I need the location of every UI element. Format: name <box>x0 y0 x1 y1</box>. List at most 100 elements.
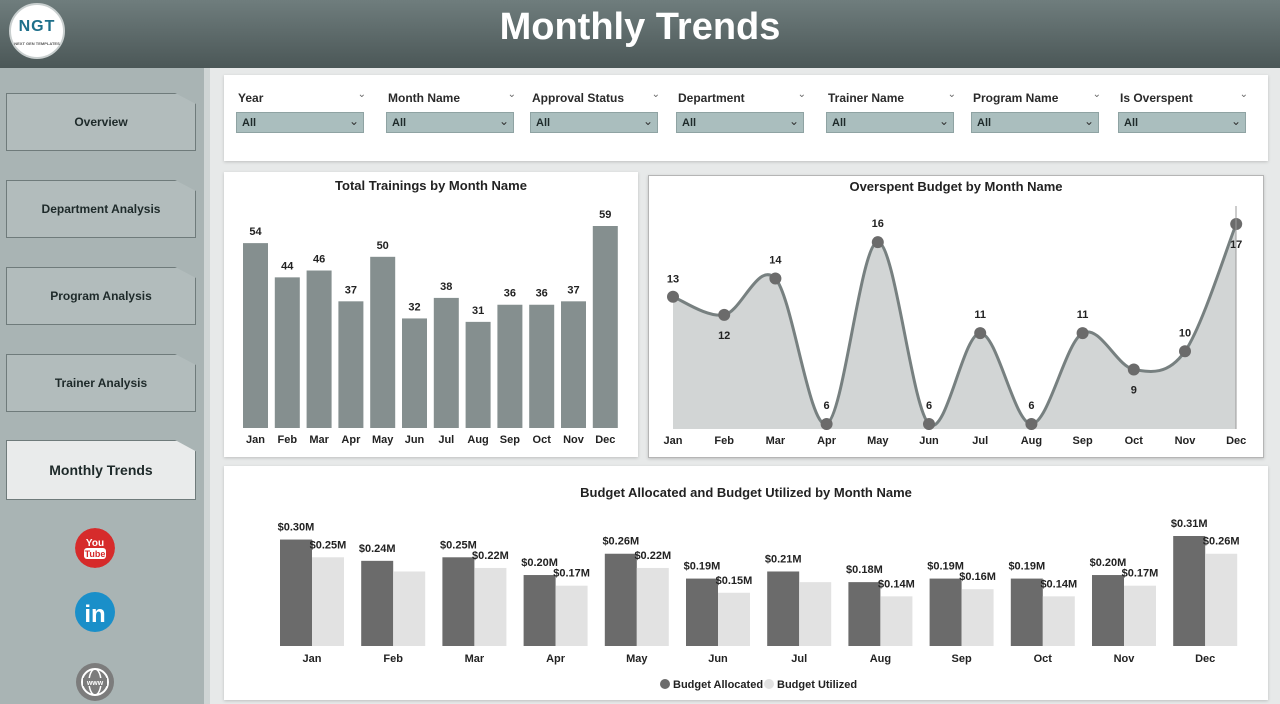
tick-label: Feb <box>383 653 403 665</box>
bar-utilized <box>393 571 426 646</box>
filter-value: All <box>832 117 847 129</box>
data-label: 11 <box>974 309 986 321</box>
data-label: $0.25M <box>440 539 477 551</box>
filter-label: Trainer Name <box>828 91 905 105</box>
data-label: $0.24M <box>359 543 396 555</box>
tick-label: Jul <box>972 435 988 447</box>
data-label: 12 <box>718 330 730 342</box>
header-bar: NGT NEXT GEN TEMPLATES Monthly Trends <box>0 0 1280 68</box>
bar-utilized <box>961 589 994 646</box>
budget-chart: $0.30M$0.25MJan$0.24MFeb$0.25M$0.22MMar$… <box>278 518 1240 691</box>
filter-is-overspent-select[interactable]: All ⌄ <box>1118 112 1246 133</box>
tick-label: Oct <box>1034 653 1053 665</box>
nav-button-monthly-trends[interactable]: Monthly Trends <box>6 440 196 500</box>
youtube-icon[interactable]: You Tube <box>75 528 115 568</box>
tick-label: Jul <box>791 653 807 665</box>
data-label: $0.25M <box>310 539 347 551</box>
logo-subtext: NEXT GEN TEMPLATES <box>14 41 60 46</box>
filter-label: Is Overspent <box>1120 91 1193 105</box>
legend-marker <box>764 679 774 689</box>
tick-label: Sep <box>952 653 972 665</box>
data-point <box>1179 345 1191 358</box>
legend-marker <box>660 679 670 689</box>
filter-approval-status-select[interactable]: All ⌄ <box>530 112 658 133</box>
bar-allocated <box>1092 575 1124 646</box>
tick-label: Jun <box>405 434 425 446</box>
data-label: 13 <box>667 274 679 286</box>
filter-value: All <box>1124 117 1139 129</box>
data-label: $0.20M <box>1090 557 1127 569</box>
data-point <box>1076 327 1089 340</box>
data-label: 32 <box>408 301 420 313</box>
tick-label: Jun <box>708 653 728 665</box>
tick-label: Nov <box>1114 653 1136 665</box>
filter-month-name-select[interactable]: All ⌄ <box>386 112 514 133</box>
data-point <box>974 327 987 340</box>
overspent-budget-panel: Overspent Budget by Month Name 13 Jan 12 Fe… <box>648 175 1264 458</box>
data-label: 31 <box>472 305 484 317</box>
chevron-down-icon[interactable]: ⌄ <box>507 89 516 100</box>
chevron-down-icon: ⌄ <box>1230 114 1241 128</box>
data-point <box>667 290 679 303</box>
chevron-down-icon[interactable]: ⌄ <box>651 89 660 100</box>
chevron-down-icon[interactable]: ⌄ <box>1239 89 1248 100</box>
data-label: 37 <box>345 284 357 296</box>
filter-label: Month Name <box>388 91 460 105</box>
data-label: $0.16M <box>959 571 996 583</box>
total-trainings-chart: 54 Jan 44 Feb 46 Mar 37 Apr 50 May 32 Jun 38 Jul 31 Aug… <box>243 209 618 446</box>
bar <box>465 321 491 428</box>
tick-label: Jan <box>664 435 683 447</box>
tick-label: Oct <box>533 434 552 446</box>
data-label: 59 <box>599 209 611 221</box>
chevron-down-icon[interactable]: ⌄ <box>357 89 366 100</box>
data-point <box>923 418 935 430</box>
website-icon[interactable]: www <box>75 662 115 702</box>
filter-year-select[interactable]: All ⌄ <box>236 112 364 133</box>
data-label: 54 <box>249 226 262 238</box>
bar-utilized <box>718 592 750 646</box>
bar-utilized <box>474 567 507 646</box>
nav-button-label: Trainer Analysis <box>54 376 148 390</box>
tick-label: Apr <box>546 653 566 665</box>
chevron-down-icon[interactable]: ⌄ <box>1092 89 1101 100</box>
data-label: $0.19M <box>1008 561 1045 573</box>
filter-department-select[interactable]: All ⌄ <box>676 112 804 133</box>
chevron-down-icon: ⌄ <box>788 114 799 128</box>
tick-label: Feb <box>278 434 298 446</box>
data-label: 36 <box>504 288 516 300</box>
bar <box>592 226 618 428</box>
bar <box>370 256 396 428</box>
tick-label: May <box>626 653 648 665</box>
tick-label: Nov <box>1175 435 1197 447</box>
filter-value: All <box>977 117 992 129</box>
total-trainings-panel: Total Trainings by Month Name 54 Jan 44 Feb… <box>224 172 638 457</box>
filter-program-name-select[interactable]: All ⌄ <box>971 112 1099 133</box>
filter-value: All <box>242 117 257 129</box>
bar <box>529 304 555 428</box>
data-label: $0.18M <box>846 564 883 576</box>
nav-button-trainer-analysis[interactable]: Trainer Analysis <box>6 354 196 412</box>
chevron-down-icon: ⌄ <box>642 114 653 128</box>
data-label: $0.19M <box>684 561 721 573</box>
tick-label: Dec <box>1195 653 1215 665</box>
chevron-down-icon[interactable]: ⌄ <box>797 89 806 100</box>
nav-button-department-analysis[interactable]: Department Analysis <box>6 180 196 238</box>
data-label: 37 <box>567 284 579 296</box>
bar-utilized <box>880 596 913 646</box>
tick-label: Sep <box>1073 435 1093 447</box>
data-label: $0.19M <box>927 561 964 573</box>
tick-label: Mar <box>766 435 786 447</box>
chevron-down-icon: ⌄ <box>498 114 509 128</box>
bar <box>243 243 268 428</box>
filter-value: All <box>536 117 551 129</box>
linkedin-icon[interactable]: in <box>75 592 115 632</box>
filter-value: All <box>682 117 697 129</box>
data-label: $0.20M <box>521 557 558 569</box>
bar-utilized <box>636 567 669 646</box>
chevron-down-icon[interactable]: ⌄ <box>947 89 956 100</box>
nav-button-overview[interactable]: Overview <box>6 93 196 151</box>
nav-button-program-analysis[interactable]: Program Analysis <box>6 267 196 325</box>
bar-utilized <box>555 585 588 646</box>
filter-trainer-name-select[interactable]: All ⌄ <box>826 112 954 133</box>
bar-allocated <box>1173 536 1206 646</box>
